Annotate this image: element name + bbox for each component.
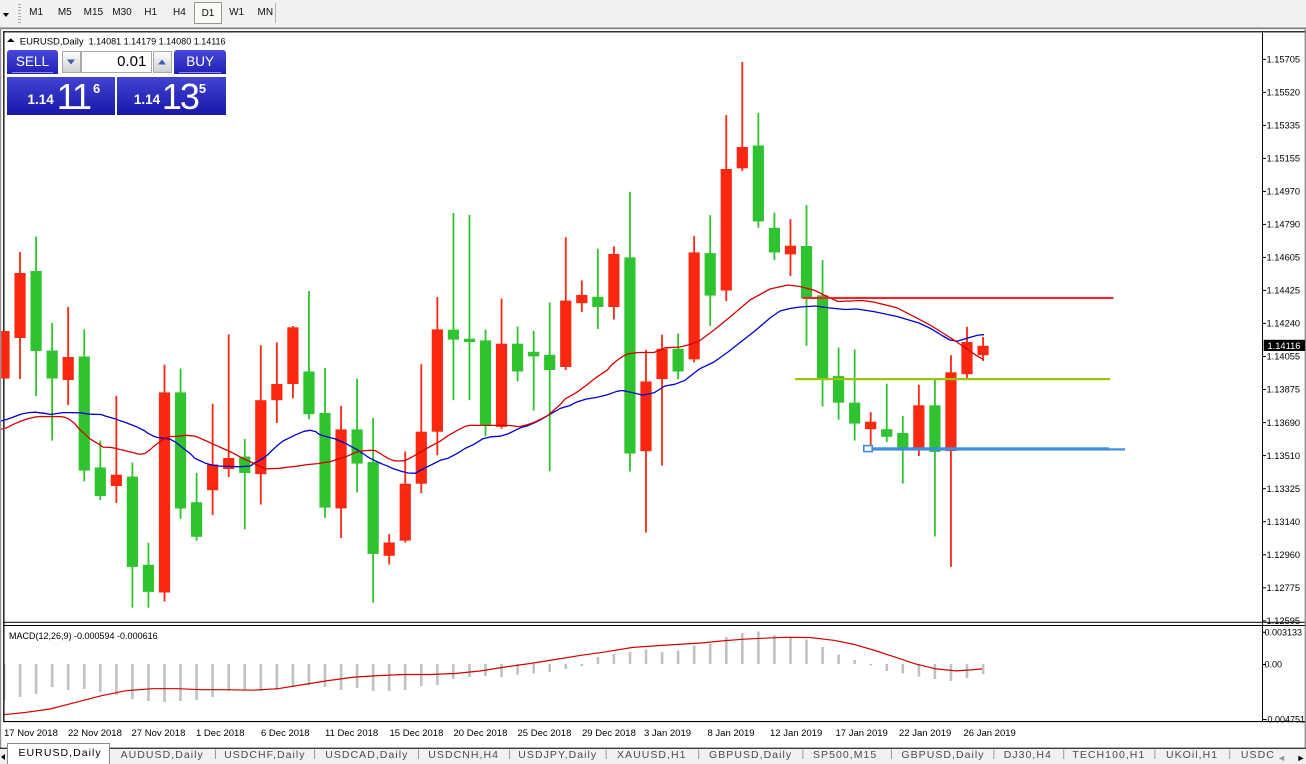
svg-text:1.13325: 1.13325: [1267, 484, 1301, 494]
svg-text:1.14055: 1.14055: [1267, 352, 1301, 362]
svg-text:11 Dec 2018: 11 Dec 2018: [325, 728, 378, 739]
svg-text:-0.004751: -0.004751: [1265, 715, 1306, 725]
svg-text:25 Dec 2018: 25 Dec 2018: [518, 728, 572, 739]
svg-text:MACD(12,26,9) -0.000594 -0.000: MACD(12,26,9) -0.000594 -0.000616: [9, 631, 158, 641]
svg-text:27 Nov 2018: 27 Nov 2018: [132, 728, 186, 739]
svg-text:1.14081 1.14179 1.14080 1.1411: 1.14081 1.14179 1.14080 1.14116: [89, 36, 226, 46]
svg-text:1.12960: 1.12960: [1267, 550, 1301, 560]
svg-text:1.12595: 1.12595: [1267, 616, 1301, 626]
svg-text:22 Nov 2018: 22 Nov 2018: [68, 728, 122, 739]
svg-text:1 Dec 2018: 1 Dec 2018: [196, 728, 245, 739]
svg-text:6 Dec 2018: 6 Dec 2018: [261, 728, 310, 739]
svg-text:22 Jan 2019: 22 Jan 2019: [899, 728, 951, 739]
svg-text:1.14425: 1.14425: [1267, 286, 1301, 296]
svg-text:1.14605: 1.14605: [1267, 253, 1301, 263]
svg-text:1.13875: 1.13875: [1267, 385, 1301, 395]
svg-text:1.14116: 1.14116: [1268, 341, 1301, 351]
svg-text:1.14970: 1.14970: [1267, 187, 1301, 197]
svg-text:1.14240: 1.14240: [1267, 319, 1301, 329]
svg-text:17 Nov 2018: 17 Nov 2018: [4, 728, 58, 739]
svg-text:1.15155: 1.15155: [1267, 154, 1301, 164]
svg-text:1.14790: 1.14790: [1267, 220, 1301, 230]
svg-text:1.12775: 1.12775: [1267, 583, 1301, 593]
svg-text:0.00: 0.00: [1265, 660, 1283, 670]
svg-text:29 Dec 2018: 29 Dec 2018: [582, 728, 636, 739]
svg-text:20 Dec 2018: 20 Dec 2018: [454, 728, 508, 739]
svg-text:8 Jan 2019: 8 Jan 2019: [708, 728, 755, 739]
svg-text:1.13140: 1.13140: [1267, 517, 1301, 527]
svg-text:17 Jan 2019: 17 Jan 2019: [836, 728, 888, 739]
svg-text:1.15335: 1.15335: [1267, 121, 1301, 131]
svg-text:0.003133: 0.003133: [1265, 628, 1303, 638]
svg-text:EURUSD,Daily: EURUSD,Daily: [20, 36, 84, 47]
svg-text:26 Jan 2019: 26 Jan 2019: [964, 728, 1016, 739]
svg-text:15 Dec 2018: 15 Dec 2018: [390, 728, 444, 739]
svg-text:1.15705: 1.15705: [1267, 55, 1301, 65]
svg-text:1.13690: 1.13690: [1267, 418, 1301, 428]
svg-text:1.15520: 1.15520: [1267, 88, 1301, 98]
svg-text:3 Jan 2019: 3 Jan 2019: [644, 728, 691, 739]
svg-text:12 Jan 2019: 12 Jan 2019: [770, 728, 822, 739]
svg-text:1.13510: 1.13510: [1267, 451, 1301, 461]
